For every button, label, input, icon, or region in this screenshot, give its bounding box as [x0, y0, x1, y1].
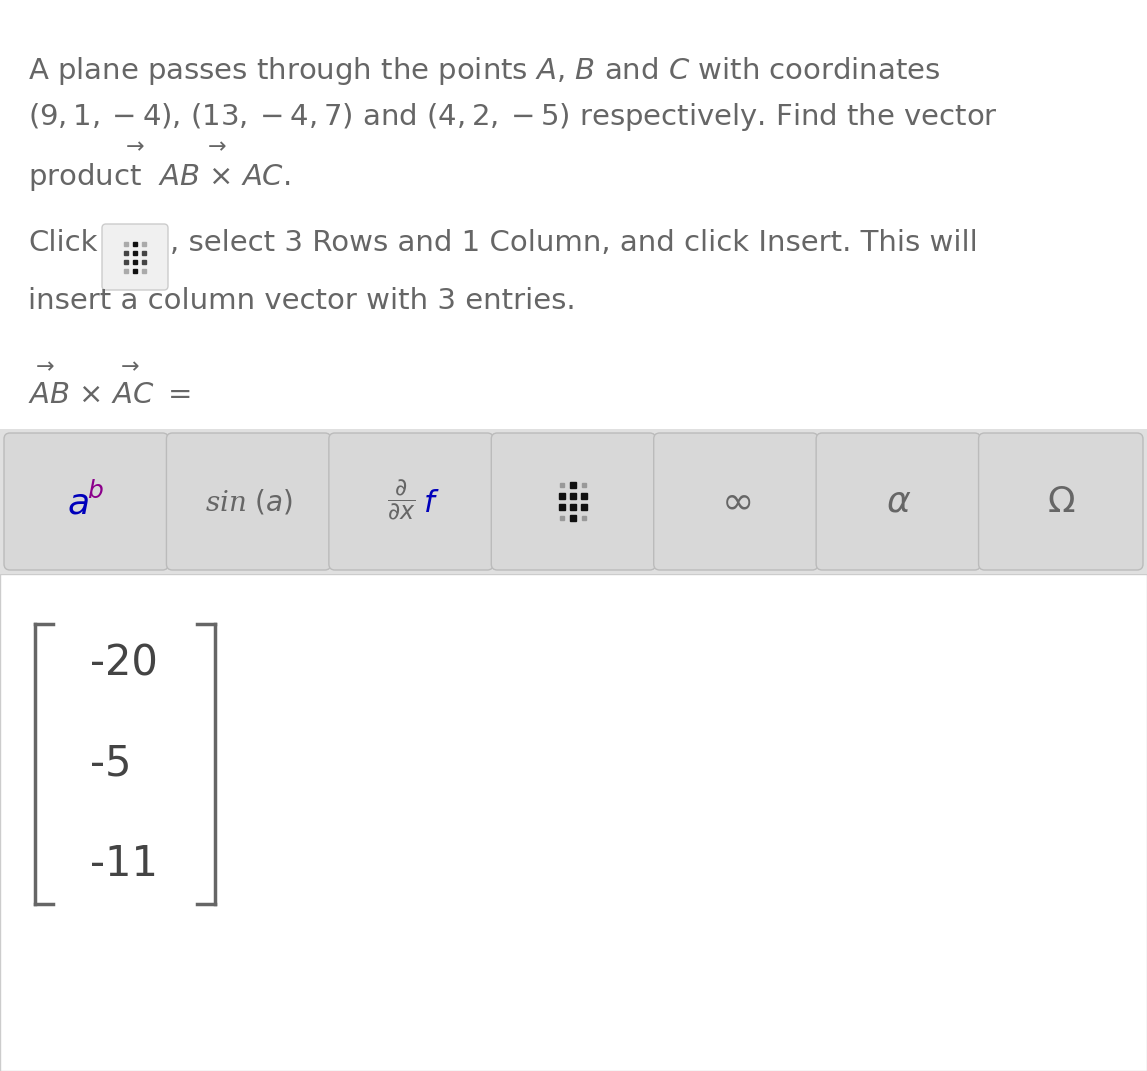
FancyBboxPatch shape — [654, 433, 818, 570]
Text: $\infty$: $\infty$ — [720, 483, 751, 521]
Text: $\rightarrow$: $\rightarrow$ — [116, 355, 140, 375]
FancyBboxPatch shape — [329, 433, 493, 570]
Text: $\rightarrow$: $\rightarrow$ — [203, 135, 227, 155]
Text: -11: -11 — [89, 843, 158, 885]
Text: Click: Click — [28, 229, 97, 257]
Text: A plane passes through the points $\mathit{A}$, $\mathit{B}$ and $\mathit{C}$ wi: A plane passes through the points $\math… — [28, 55, 941, 87]
Text: $\mathit{AB}$ $\times$ $\mathit{AC}$ $=$: $\mathit{AB}$ $\times$ $\mathit{AC}$ $=$ — [28, 381, 190, 409]
Polygon shape — [0, 429, 1147, 574]
Text: sin $(\mathit{a})$: sin $(\mathit{a})$ — [204, 487, 292, 516]
FancyBboxPatch shape — [817, 433, 981, 570]
Text: $\rightarrow$: $\rightarrow$ — [120, 135, 145, 155]
Text: product  $\mathit{AB}$ $\times$ $\mathit{AC}$.: product $\mathit{AB}$ $\times$ $\mathit{… — [28, 161, 290, 193]
Text: $\dfrac{\partial}{\partial x}$: $\dfrac{\partial}{\partial x}$ — [387, 478, 415, 522]
FancyBboxPatch shape — [102, 224, 167, 290]
FancyBboxPatch shape — [978, 433, 1144, 570]
Polygon shape — [0, 574, 1147, 1071]
Text: $\alpha$: $\alpha$ — [885, 484, 911, 518]
FancyBboxPatch shape — [166, 433, 330, 570]
Text: $\mathit{a}$: $\mathit{a}$ — [68, 486, 89, 521]
Text: , select 3 Rows and 1 Column, and click Insert. This will: , select 3 Rows and 1 Column, and click … — [170, 229, 977, 257]
Text: insert a column vector with 3 entries.: insert a column vector with 3 entries. — [28, 287, 576, 315]
Text: $\mathit{b}$: $\mathit{b}$ — [87, 480, 103, 503]
Text: $(9, 1, -4)$, $(13, -4, 7)$ and $(4, 2, -5)$ respectively. Find the vector: $(9, 1, -4)$, $(13, -4, 7)$ and $(4, 2, … — [28, 101, 998, 133]
Text: $\mathit{f}$: $\mathit{f}$ — [423, 489, 439, 518]
FancyBboxPatch shape — [3, 433, 169, 570]
Text: $\rightarrow$: $\rightarrow$ — [31, 355, 55, 375]
Text: -20: -20 — [89, 643, 158, 685]
Text: -5: -5 — [89, 743, 132, 785]
Text: $\Omega$: $\Omega$ — [1047, 484, 1075, 518]
FancyBboxPatch shape — [491, 433, 656, 570]
